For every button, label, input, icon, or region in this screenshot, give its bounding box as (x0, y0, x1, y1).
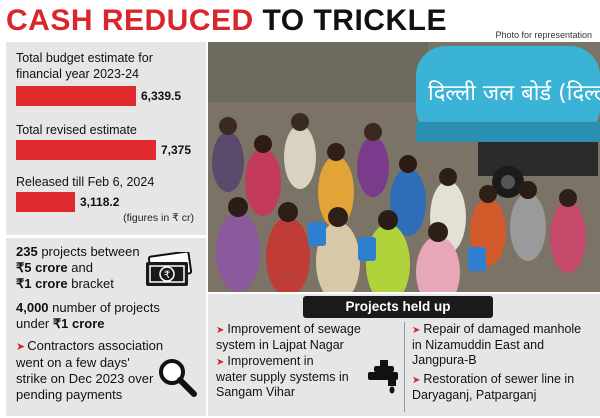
stat1-rest: projects between (37, 244, 140, 259)
stat1-bold: 235 (16, 244, 38, 259)
budget-bar-3 (16, 192, 75, 212)
budget-value-1: 6,339.5 (141, 89, 182, 103)
stat1-line2-bold: ₹5 crore (16, 260, 68, 275)
water-tap-icon (368, 360, 398, 394)
magnifier-icon (159, 359, 197, 397)
stat2-rest: number of projects (48, 300, 160, 315)
budget-label-2: Total revised estimate (16, 123, 137, 137)
budget-value-3: 3,118.2 (80, 195, 120, 209)
stat-contractors-strike: ➤ Contractors association went on a few d… (16, 338, 163, 403)
money-icon: ₹ (146, 252, 193, 286)
photo-credit: Photo for representation (495, 30, 592, 40)
project-left-1-line1: Improvement of sewage (227, 322, 361, 336)
stat1-line3-bold: ₹1 crore (16, 276, 68, 291)
stat2-line2-bold: ₹1 crore (52, 316, 105, 331)
headline-black: TO TRICKLE (253, 4, 447, 37)
bullet-arrow-icon: ➤ (412, 325, 421, 336)
bullet-arrow-icon: ➤ (412, 375, 421, 386)
budget-label-1-line2: financial year 2023-24 (16, 67, 139, 81)
stat-projects-235: 235 projects between ₹5 crore and ₹1 cro… (16, 244, 140, 292)
project-right-1: ➤ Repair of damaged manhole in Nizamuddin… (412, 322, 581, 368)
budget-panel: Total budget estimate for financial year… (6, 42, 206, 235)
headline-red: CASH REDUCED (6, 4, 254, 37)
project-right-1-line2: in Nizamuddin East and (412, 338, 545, 352)
stat3-line4: pending payments (16, 387, 123, 402)
stat3-line3: strike on Dec 2023 over (16, 371, 154, 386)
photo-illustration: दिल्ली जल बोर्ड (दिल्ली (208, 42, 600, 292)
stats-panel: 235 projects between ₹5 crore and ₹1 cro… (6, 238, 206, 416)
projects-divider (404, 322, 405, 412)
crowd (212, 113, 586, 292)
photo-crowd-water-tanker: दिल्ली जल बोर्ड (दिल्ली (208, 42, 600, 292)
bullet-arrow-icon: ➤ (216, 357, 225, 368)
bullet-arrow-icon: ➤ (16, 341, 26, 353)
units-note: (figures in ₹ cr) (123, 212, 194, 224)
project-right-1-line3: Jangpura-B (412, 353, 477, 367)
budget-label-3: Released till Feb 6, 2024 (16, 175, 155, 189)
svg-text:₹: ₹ (164, 270, 170, 281)
stat2-bold: 4,000 (16, 300, 49, 315)
project-right-1-line1: Repair of damaged manhole (423, 322, 582, 336)
project-right-2-line2: Daryaganj, Patparganj (412, 388, 537, 402)
stat1-line2-rest: and (67, 260, 93, 275)
projects-panel: Projects held up ➤ Improvement of sewage … (208, 294, 600, 416)
stat3-line2: went on a few days' (16, 355, 130, 370)
project-left-2: ➤ Improvement in water supply systems in … (216, 354, 349, 400)
project-left-2-line2: water supply systems in (216, 370, 349, 384)
project-left-1: ➤ Improvement of sewage system in Lajpat … (216, 322, 361, 353)
bullet-arrow-icon: ➤ (216, 325, 225, 336)
budget-value-2: 7,375 (161, 143, 192, 157)
stat-projects-4000: 4,000 number of projects under ₹1 crore (16, 300, 160, 332)
project-left-2-line1: Improvement in (227, 354, 314, 368)
project-right-2: ➤ Restoration of sewer line in Daryaganj,… (412, 372, 574, 403)
budget-label-1: Total budget estimate for financial year… (16, 50, 153, 82)
budget-label-1-line1: Total budget estimate for (16, 51, 153, 65)
budget-bar-1 (16, 86, 136, 106)
budget-bar-2 (16, 140, 156, 160)
stat1-line3-rest: bracket (67, 276, 114, 291)
project-left-1-line2: system in Lajpat Nagar (216, 338, 344, 352)
stat2-line2-rest: under (16, 316, 53, 331)
stat3-line1: Contractors association (27, 338, 164, 353)
project-right-1-line1: Restoration of sewer line in (423, 372, 575, 386)
headline: CASH REDUCED TO TRICKLE (6, 4, 447, 38)
projects-header: Projects held up (303, 296, 493, 318)
tanker-text: दिल्ली जल बोर्ड (दिल्ली (428, 80, 600, 106)
tanker-body (416, 46, 600, 138)
project-left-2-line3: Sangam Vihar (216, 385, 295, 399)
